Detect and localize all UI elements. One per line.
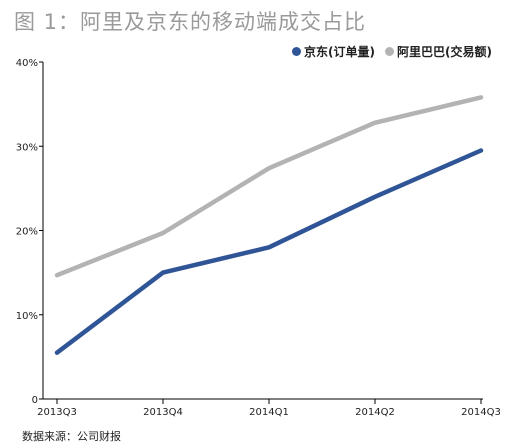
- x-tick-label: 2014Q3: [461, 407, 501, 418]
- y-tick-label: 40%: [16, 58, 38, 69]
- y-tick-label: 10%: [16, 311, 38, 322]
- y-tick-label: 30%: [16, 142, 38, 153]
- x-tick-label: 2014Q1: [249, 407, 289, 418]
- y-tick-label: 0: [32, 395, 38, 406]
- x-tick-label: 2013Q4: [143, 407, 183, 418]
- x-tick-label: 2014Q2: [355, 407, 395, 418]
- source-note: 数据来源：公司财报: [22, 428, 121, 444]
- y-tick-label: 20%: [16, 227, 38, 238]
- x-tick-label: 2013Q3: [37, 407, 77, 418]
